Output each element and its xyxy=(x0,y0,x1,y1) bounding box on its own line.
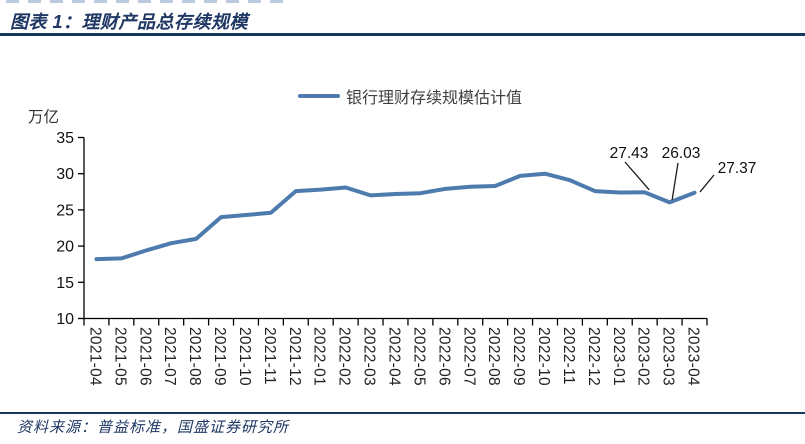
data-label: 26.03 xyxy=(662,145,701,162)
x-tick-label: 2022-05 xyxy=(410,327,427,386)
y-tick-label: 30 xyxy=(56,166,74,183)
y-tick-label: 25 xyxy=(56,202,74,219)
x-tick-label: 2022-02 xyxy=(336,327,353,386)
x-tick-label: 2022-03 xyxy=(361,327,378,386)
x-tick-label: 2021-09 xyxy=(211,327,228,386)
data-label: 27.43 xyxy=(610,145,649,162)
x-tick-label: 2023-04 xyxy=(685,327,702,386)
x-tick-label: 2023-01 xyxy=(610,327,627,386)
source-note: 资料来源：普益标准，国盛证券研究所 xyxy=(17,419,290,436)
data-label: 27.37 xyxy=(718,160,757,177)
x-tick-label: 2022-01 xyxy=(311,327,328,386)
x-tick-label: 2022-06 xyxy=(435,327,452,386)
y-axis-unit-label: 万亿 xyxy=(28,109,60,126)
legend-line-marker-icon xyxy=(298,93,340,99)
x-tick-label: 2021-08 xyxy=(186,327,203,386)
annotation-leader-line xyxy=(624,161,650,191)
footer-rule xyxy=(0,412,805,414)
x-tick-label: 2023-02 xyxy=(635,327,652,386)
cropped-text-artifact xyxy=(6,0,292,3)
title-underline-rule xyxy=(0,33,805,36)
x-tick-label: 2022-10 xyxy=(535,327,552,386)
y-tick-label: 10 xyxy=(56,311,74,328)
x-tick-label: 2022-09 xyxy=(510,327,527,386)
annotation-leader-line xyxy=(699,174,715,193)
x-tick-label: 2021-10 xyxy=(236,327,253,386)
x-tick-label: 2022-04 xyxy=(386,327,403,386)
legend-label: 银行理财存续规模估计值 xyxy=(346,90,523,107)
x-tick-label: 2022-07 xyxy=(460,327,477,386)
x-tick-label: 2021-11 xyxy=(261,327,278,385)
x-tick-label: 2021-06 xyxy=(136,327,153,386)
chart-legend: 银行理财存续规模估计值 xyxy=(298,84,522,108)
x-tick-label: 2021-12 xyxy=(286,327,303,386)
annotation-leader-line xyxy=(671,162,679,201)
figure-title: 图表 1：理财产品总存续规模 xyxy=(10,12,249,32)
x-tick-label: 2023-03 xyxy=(660,327,677,386)
series-line xyxy=(94,171,697,262)
y-tick-label: 35 xyxy=(56,130,74,147)
x-tick-label: 2022-12 xyxy=(585,327,602,386)
y-tick-label: 15 xyxy=(56,275,74,292)
x-tick-label: 2022-11 xyxy=(560,327,577,385)
x-tick-label: 2021-04 xyxy=(86,327,103,386)
axes xyxy=(83,137,707,320)
x-tick-label: 2022-08 xyxy=(485,327,502,386)
x-tick-label: 2021-05 xyxy=(111,327,128,386)
x-tick-label: 2021-07 xyxy=(161,327,178,386)
y-tick-label: 20 xyxy=(56,239,74,256)
